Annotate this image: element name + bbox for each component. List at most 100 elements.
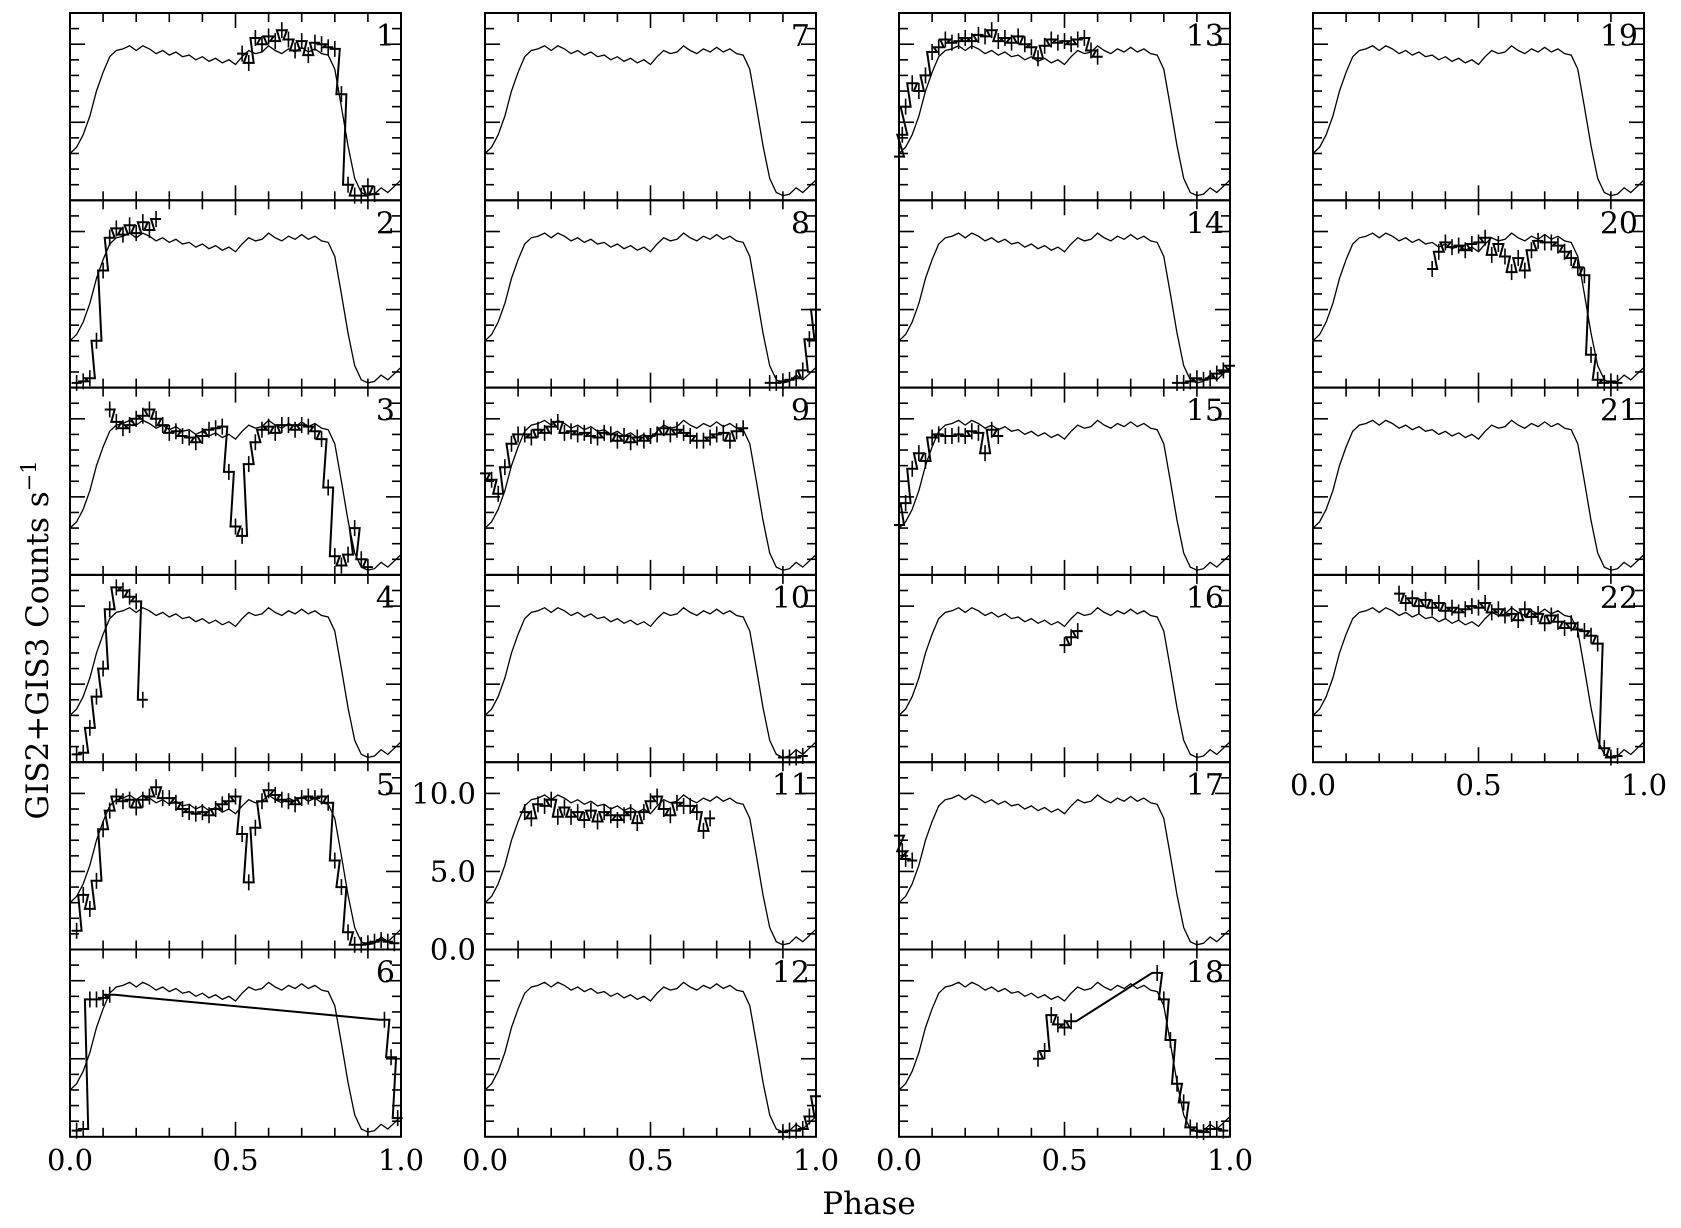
panel-frame bbox=[1312, 12, 1645, 202]
model-curve bbox=[1312, 44, 1645, 197]
model-curve bbox=[898, 44, 1231, 197]
panel-frame bbox=[898, 761, 1231, 951]
panel-label: 17 bbox=[1186, 768, 1224, 803]
y-tick-label: 0.0 bbox=[430, 933, 476, 967]
panel-4: 4 bbox=[69, 573, 402, 764]
x-tick-label: 0.5 bbox=[1041, 1143, 1087, 1177]
observed-curve bbox=[71, 218, 162, 384]
panel-10: 10 bbox=[484, 573, 817, 766]
model-curve bbox=[898, 794, 1231, 946]
observed-curve bbox=[777, 755, 808, 759]
panel-18: 18 bbox=[898, 948, 1231, 1141]
panel-label: 2 bbox=[376, 206, 395, 241]
panel-frame bbox=[484, 199, 817, 389]
model-curve bbox=[898, 419, 1231, 571]
panel-label: 10 bbox=[772, 581, 810, 616]
model-curve bbox=[69, 606, 402, 759]
panel-6: 6 bbox=[69, 948, 403, 1139]
model-curve bbox=[69, 232, 402, 384]
model-curve bbox=[484, 981, 817, 1133]
model-curve bbox=[484, 232, 817, 384]
observed-curve bbox=[71, 786, 400, 946]
panel-frame bbox=[69, 12, 402, 202]
panel-label: 19 bbox=[1600, 19, 1638, 54]
panel-label: 22 bbox=[1600, 581, 1638, 616]
x-tick-label: 0.0 bbox=[876, 1143, 922, 1177]
panel-frame bbox=[69, 948, 402, 1138]
model-curve bbox=[1312, 232, 1645, 384]
x-axis-title: Phase bbox=[822, 1186, 916, 1222]
y-tick-label: 10.0 bbox=[411, 776, 476, 810]
panel-label: 11 bbox=[772, 768, 810, 803]
model-curve bbox=[69, 794, 402, 946]
model-curve bbox=[898, 606, 1231, 759]
panel-label: 3 bbox=[376, 394, 395, 429]
x-tick-label: 1.0 bbox=[793, 1143, 839, 1177]
panel-13: 13 bbox=[894, 12, 1231, 202]
x-tick-label: 0.0 bbox=[47, 1143, 93, 1177]
panel-frame bbox=[1312, 386, 1645, 576]
observed-curve bbox=[894, 428, 1004, 526]
panel-21: 21 bbox=[1312, 386, 1645, 576]
x-tick-label: 0.5 bbox=[212, 1143, 258, 1177]
panel-1: 1 bbox=[69, 12, 402, 204]
x-tick-label: 1.0 bbox=[1621, 768, 1667, 802]
panel-2: 2 bbox=[69, 199, 402, 391]
panel-label: 15 bbox=[1186, 394, 1224, 429]
panel-label: 20 bbox=[1600, 206, 1638, 241]
observed-curve bbox=[894, 834, 918, 862]
model-curve bbox=[898, 232, 1231, 384]
model-curve bbox=[69, 44, 402, 197]
panel-frame bbox=[484, 386, 817, 576]
panel-label: 13 bbox=[1186, 19, 1224, 54]
model-curve bbox=[484, 606, 817, 759]
panel-frame bbox=[484, 573, 817, 764]
observed-curve bbox=[1394, 592, 1623, 759]
panel-frame bbox=[898, 386, 1231, 576]
x-tick-label: 0.5 bbox=[1455, 768, 1501, 802]
panel-label: 14 bbox=[1186, 206, 1224, 241]
model-curve bbox=[898, 981, 1231, 1133]
panel-label: 21 bbox=[1600, 394, 1638, 429]
panel-frame bbox=[484, 948, 817, 1138]
panel-label: 16 bbox=[1186, 581, 1224, 616]
panel-8: 8 bbox=[484, 199, 821, 391]
panel-frame bbox=[898, 199, 1231, 389]
panel-label: 18 bbox=[1186, 956, 1224, 991]
panel-frame bbox=[898, 573, 1231, 764]
observed-curve bbox=[104, 408, 373, 569]
panel-19: 19 bbox=[1312, 12, 1645, 202]
panel-label: 7 bbox=[791, 19, 810, 54]
panel-22: 22 bbox=[1312, 573, 1645, 766]
panel-label: 12 bbox=[772, 956, 810, 991]
panel-label: 5 bbox=[376, 768, 395, 803]
model-curve bbox=[484, 44, 817, 197]
panel-7: 7 bbox=[484, 12, 817, 202]
panel-16: 16 bbox=[898, 573, 1231, 764]
observed-curve bbox=[777, 1095, 821, 1134]
x-tick-label: 0.5 bbox=[627, 1143, 673, 1177]
panel-frame bbox=[898, 948, 1231, 1138]
model-curve bbox=[484, 794, 817, 946]
panel-3: 3 bbox=[69, 386, 402, 576]
model-curve bbox=[1312, 419, 1645, 571]
panel-11: 11 bbox=[484, 761, 817, 951]
panel-14: 14 bbox=[898, 199, 1235, 391]
y-tick-label: 5.0 bbox=[430, 854, 476, 888]
x-tick-label: 1.0 bbox=[378, 1143, 424, 1177]
panel-frame bbox=[484, 12, 817, 202]
panel-frame bbox=[69, 573, 402, 764]
x-tick-label: 1.0 bbox=[1207, 1143, 1253, 1177]
panel-5: 5 bbox=[69, 761, 402, 953]
panel-label: 1 bbox=[376, 19, 395, 54]
panel-17: 17 bbox=[894, 761, 1231, 951]
y-axis-title: GIS2+GIS3 Counts s−1 bbox=[17, 460, 56, 819]
observed-curve bbox=[71, 993, 403, 1132]
observed-curve bbox=[1033, 971, 1229, 1134]
panel-20: 20 bbox=[1312, 199, 1645, 391]
panel-9: 9 bbox=[480, 386, 817, 576]
panel-12: 12 bbox=[484, 948, 821, 1141]
panel-label: 4 bbox=[376, 581, 395, 616]
panel-frame bbox=[484, 761, 817, 951]
